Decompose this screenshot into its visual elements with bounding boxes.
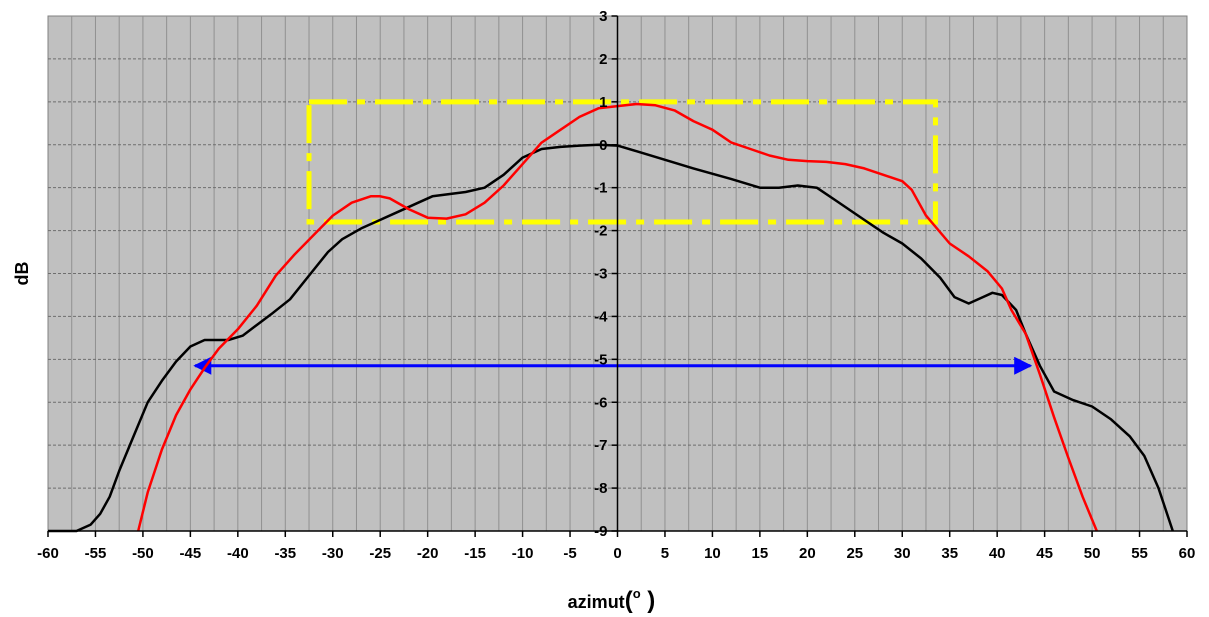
x-tick-label: 5: [661, 545, 669, 562]
x-tick-label: 10: [704, 545, 721, 562]
x-tick-label: -25: [369, 545, 391, 562]
y-tick-label: 0: [599, 137, 607, 154]
x-tick-label: -10: [512, 545, 534, 562]
x-tick-label: -15: [464, 545, 486, 562]
annotations: [193, 99, 1033, 375]
x-tick-labels: -60 -55 -50 -45 -40 -35 -30 -25 -20 -15 -10 -5 0 5 10 1…: [37, 545, 1195, 562]
y-tick-label: -2: [594, 223, 607, 240]
y-tick-label: 2: [599, 51, 607, 68]
axes: [47, 15, 1188, 537]
x-tick-label: 15: [752, 545, 769, 562]
x-tick-label: -5: [563, 545, 576, 562]
y-axis-title: dB: [12, 262, 32, 286]
y-tick-label: -6: [594, 394, 607, 411]
x-tick-label: 35: [941, 545, 958, 562]
x-tick-label: 50: [1084, 545, 1101, 562]
x-tick-label: 55: [1131, 545, 1148, 562]
x-axis-title-text: azimut: [568, 592, 625, 612]
x-tick-label: 25: [846, 545, 863, 562]
y-tick-label: 3: [599, 8, 607, 25]
x-axis-title: azimut(o ): [568, 586, 656, 614]
x-tick-label: 0: [613, 545, 621, 562]
x-tick-label: -35: [274, 545, 296, 562]
x-tick-label: -40: [227, 545, 249, 562]
x-tick-label: 45: [1036, 545, 1053, 562]
x-tick-label: -30: [322, 545, 344, 562]
y-tick-label: 1: [599, 94, 607, 111]
highlight-rectangle: [306, 99, 938, 225]
x-tick-label: 40: [989, 545, 1006, 562]
y-tick-labels: 3 2 1 0 -1 -2 -3 -4 -5 -6 -7 -8 -9: [594, 8, 608, 540]
x-tick-label: 60: [1179, 545, 1196, 562]
y-tick-label: -8: [594, 480, 607, 497]
x-tick-label: -50: [132, 545, 154, 562]
x-tick-label: -60: [37, 545, 59, 562]
y-tick-label: -1: [594, 180, 607, 197]
x-tick-label: 30: [894, 545, 911, 562]
x-axis-unit-open: (: [625, 587, 633, 614]
x-axis-unit-close: ): [641, 587, 656, 614]
x-tick-label: -20: [417, 545, 439, 562]
y-tick-label: -5: [594, 351, 607, 368]
y-tick-label: -9: [594, 523, 607, 540]
y-tick-label: -4: [594, 308, 608, 325]
x-axis-unit: o: [633, 586, 641, 601]
x-tick-label: 20: [799, 545, 816, 562]
y-tick-label: -7: [594, 437, 607, 454]
y-tick-label: -3: [594, 266, 607, 283]
x-tick-label: -45: [180, 545, 202, 562]
x-tick-label: -55: [85, 545, 107, 562]
